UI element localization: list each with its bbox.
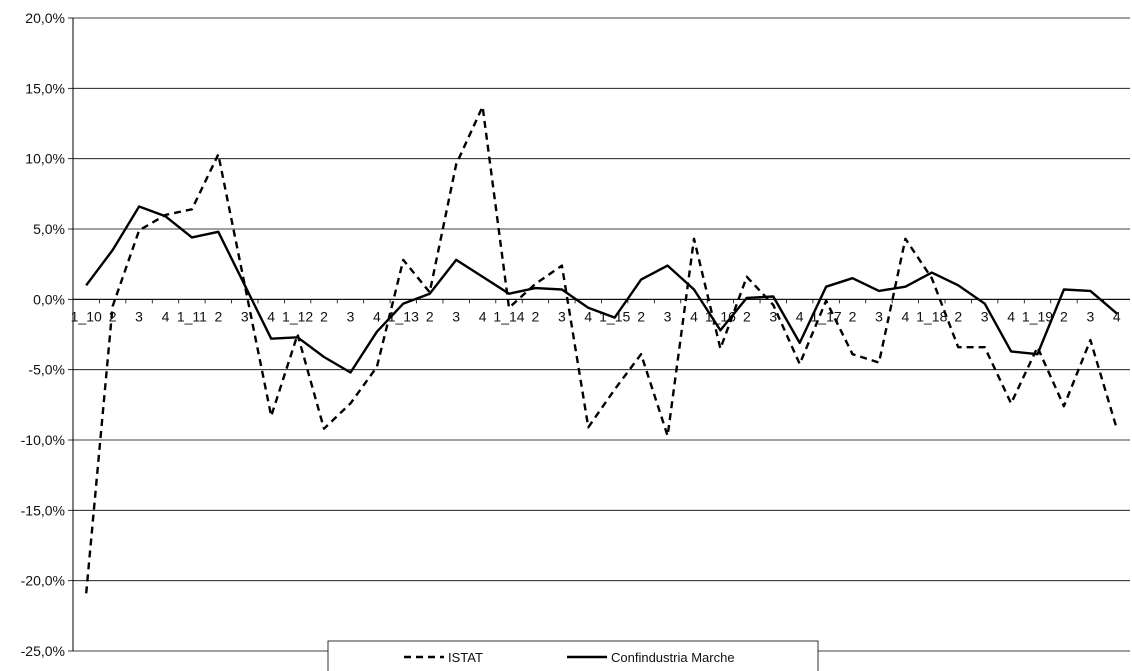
x-tick-label: 2 <box>1060 308 1068 324</box>
x-tick-label: 4 <box>584 308 592 324</box>
x-tick-label: 4 <box>373 308 381 324</box>
x-tick-label: 1_12 <box>282 308 313 324</box>
x-tick-label: 3 <box>664 308 672 324</box>
x-tick-label: 2 <box>637 308 645 324</box>
x-tick-label: 3 <box>558 308 566 324</box>
x-tick-label: 3 <box>241 308 249 324</box>
y-tick-label: 15,0% <box>25 80 65 96</box>
x-tick-label: 2 <box>849 308 857 324</box>
y-tick-label: 0,0% <box>33 291 65 307</box>
x-tick-label: 1_19 <box>1022 308 1053 324</box>
x-tick-label: 2 <box>320 308 328 324</box>
y-tick-label: -15,0% <box>21 502 65 518</box>
x-tick-label: 3 <box>769 308 777 324</box>
y-axis-ticks: 20,0% 15,0% 10,0% 5,0% 0,0% -5,0% -10,0% -15,0%… <box>21 10 73 659</box>
y-tick-label: -5,0% <box>28 362 65 378</box>
x-tick-label: 1_18 <box>916 308 947 324</box>
x-tick-label: 1_11 <box>177 308 207 324</box>
x-tick-label: 3 <box>875 308 883 324</box>
x-tick-label: 4 <box>162 308 170 324</box>
y-tick-label: 5,0% <box>33 221 65 237</box>
y-tick-label: -20,0% <box>21 573 65 589</box>
x-tick-label: 4 <box>901 308 909 324</box>
y-tick-label: -25,0% <box>21 643 65 659</box>
x-tick-label: 4 <box>796 308 804 324</box>
x-axis: 1_10 2 3 4 1_11 2 3 4 1_12 2 3 4 1_13 2 3 4 1_14 2 3 4 1_15 2… <box>71 298 1130 324</box>
x-tick-label: 2 <box>743 308 751 324</box>
y-tick-label: 10,0% <box>25 151 65 167</box>
gridlines <box>72 17 1130 652</box>
x-tick-label: 2 <box>532 308 540 324</box>
legend: ISTAT Confindustria Marche <box>327 640 819 671</box>
y-tick-label: -10,0% <box>21 432 65 448</box>
x-tick-label: 4 <box>1113 308 1121 324</box>
x-tick-label: 1_17 <box>811 308 842 324</box>
x-tick-label: 3 <box>1086 308 1094 324</box>
x-tick-label: 3 <box>135 308 143 324</box>
legend-label: Confindustria Marche <box>611 650 735 665</box>
legend-label: ISTAT <box>448 650 483 665</box>
x-tick-label: 1_14 <box>493 308 524 324</box>
x-tick-label: 3 <box>347 308 355 324</box>
x-tick-label: 3 <box>452 308 460 324</box>
x-tick-label: 3 <box>981 308 989 324</box>
series-lines <box>85 105 1118 594</box>
x-tick-label: 2 <box>214 308 222 324</box>
x-tick-label: 4 <box>1007 308 1015 324</box>
x-tick-label: 4 <box>690 308 698 324</box>
y-tick-label: 20,0% <box>25 10 65 26</box>
x-tick-label: 4 <box>267 308 275 324</box>
series-line-istat <box>85 105 1118 594</box>
x-tick-label: 4 <box>479 308 487 324</box>
series-line-confindustria-marche <box>85 205 1118 374</box>
x-tick-label: 1_10 <box>71 308 102 324</box>
x-tick-label: 2 <box>426 308 434 324</box>
x-tick-label: 2 <box>954 308 962 324</box>
